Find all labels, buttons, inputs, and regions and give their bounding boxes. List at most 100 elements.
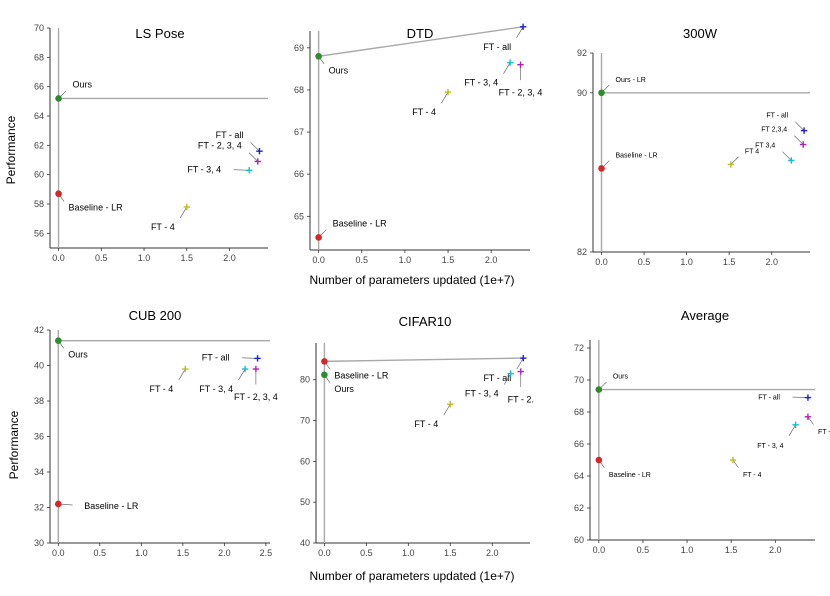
x-tick-label: 0.0 — [52, 548, 65, 558]
data-label: FT - all — [216, 130, 244, 140]
chart-panel-5: CIFAR10 0.0 0.5 1.0 1.5 2.0 40 50 60 70 80 Baseline… — [300, 314, 534, 558]
annotation-leader — [503, 373, 511, 385]
data-point — [55, 95, 62, 102]
annotation-leader — [503, 62, 511, 74]
x-tick-label: 0.0 — [595, 257, 608, 267]
data-point — [799, 141, 807, 148]
x-tick-label: 1.5 — [444, 548, 457, 558]
data-point — [444, 88, 452, 96]
y-tick-label: 66 — [34, 82, 44, 92]
y-tick-label: 32 — [34, 503, 44, 513]
annotation-leader — [788, 424, 796, 436]
x-tick-label: 0.5 — [637, 545, 650, 555]
data-label: FT - all — [483, 373, 511, 383]
y-tick-label: 70 — [300, 416, 310, 426]
x-tick-label: 1.5 — [177, 548, 190, 558]
annotation-leader — [730, 156, 739, 165]
x-tick-label: 2.0 — [486, 548, 499, 558]
data-point — [792, 421, 799, 428]
data-label: FT - 4 — [149, 384, 173, 394]
y-tick-label: 60 — [574, 535, 584, 545]
data-point — [507, 370, 514, 377]
y-tick-label: 92 — [577, 48, 587, 58]
data-label: FT 4 — [745, 148, 759, 155]
annotation-leader — [443, 404, 451, 416]
data-point — [447, 401, 454, 408]
data-label: FT - 4 — [412, 107, 436, 117]
data-point — [315, 234, 322, 241]
chart-title: 300W — [683, 26, 718, 41]
annotation-leader — [794, 135, 804, 145]
data-point — [241, 365, 249, 373]
data-label: FT - 3, 4 — [464, 78, 498, 88]
data-point — [321, 358, 328, 365]
annotation-leader — [248, 152, 258, 162]
chart-panel-6: Average 0.0 0.5 1.0 1.5 2.0 60 62 64 66 68 70 72 Ours… — [574, 308, 830, 555]
ylabel-top-row: Performance — [4, 115, 18, 184]
y-tick-label: 58 — [34, 199, 44, 209]
x-tick-label: 2.0 — [485, 255, 498, 265]
y-tick-label: 34 — [34, 467, 44, 477]
data-label: Baseline - LR — [334, 370, 389, 380]
data-label: FT - 2, 3, 4 — [818, 429, 830, 436]
data-label: Ours — [329, 65, 349, 75]
data-label: FT - 2, 3, 4 — [234, 392, 278, 402]
data-point — [517, 61, 524, 68]
data-label: FT - 3, 4 — [465, 389, 499, 399]
annotation-leader — [782, 151, 792, 161]
chart-panel-4: CUB 200 0.0 0.5 1.0 1.5 2.0 2.5 30 32 34 36 38 40 42 O… — [34, 308, 278, 558]
data-label: Ours - LR — [616, 77, 646, 84]
data-label: Ours — [68, 350, 88, 360]
data-label: FT - all — [483, 42, 511, 52]
data-point — [245, 167, 253, 174]
trend-line — [318, 26, 524, 57]
trend-line — [324, 357, 524, 363]
chart-title: CUB 200 — [129, 308, 182, 323]
data-label: Ours — [613, 374, 629, 381]
x-tick-label: 1.0 — [399, 255, 412, 265]
x-tick-label: 1.5 — [181, 253, 194, 263]
x-tick-label: 1.5 — [723, 257, 736, 267]
x-tick-label: 0.5 — [94, 548, 107, 558]
x-tick-label: 0.5 — [95, 253, 108, 263]
data-point — [254, 355, 261, 362]
chart-panel-3: 300W 0.0 0.5 1.0 1.5 2.0 82 90 92 Ours - LR Baseli… — [577, 26, 810, 267]
annotation-leader — [732, 459, 739, 468]
data-point — [598, 165, 605, 172]
y-tick-label: 67 — [294, 127, 304, 137]
x-tick-label: 0.0 — [312, 255, 325, 265]
data-label: Ours — [334, 384, 354, 394]
y-tick-label: 80 — [300, 375, 310, 385]
y-tick-label: 70 — [574, 375, 584, 385]
y-tick-label: 50 — [300, 497, 310, 507]
chart-panel-2: DTD 0.0 0.5 1.0 1.5 2.0 65 66 67 68 69 Ours Baseline… — [294, 23, 542, 265]
annotation-leader — [441, 91, 449, 104]
chart-title: CIFAR10 — [399, 314, 452, 329]
data-point — [800, 127, 808, 134]
data-label: Ours — [73, 79, 93, 89]
data-point — [727, 161, 735, 168]
x-tick-label: 2.0 — [223, 253, 236, 263]
annotation-leader — [238, 368, 246, 381]
y-tick-label: 30 — [34, 538, 44, 548]
ylabel-bottom-row: Performance — [7, 410, 21, 479]
data-label: FT - 3, 4 — [187, 164, 221, 174]
x-tick-label: 0.5 — [638, 257, 651, 267]
y-tick-label: 69 — [294, 43, 304, 53]
chart-panel-1: LS Pose 0.0 0.5 1.0 1.5 2.0 56 58 60 62 64 66 68 70 Ou… — [34, 23, 268, 263]
data-point — [182, 365, 189, 373]
xlabel-bottom-row: Number of parameters updated (1e+7) — [309, 569, 514, 583]
annotation-leader — [178, 368, 186, 381]
data-label: Baseline - LR — [333, 218, 388, 228]
x-tick-label: 2.5 — [260, 548, 273, 558]
x-tick-label: 1.0 — [681, 545, 694, 555]
y-tick-label: 36 — [34, 432, 44, 442]
data-label: FT 3,4 — [755, 142, 775, 149]
data-point — [804, 394, 812, 401]
x-tick-label: 0.0 — [318, 548, 331, 558]
y-tick-label: 66 — [294, 169, 304, 179]
y-tick-label: 68 — [294, 85, 304, 95]
y-tick-label: 82 — [577, 247, 587, 257]
data-point — [595, 456, 603, 464]
data-label: FT - 4 — [151, 222, 175, 232]
